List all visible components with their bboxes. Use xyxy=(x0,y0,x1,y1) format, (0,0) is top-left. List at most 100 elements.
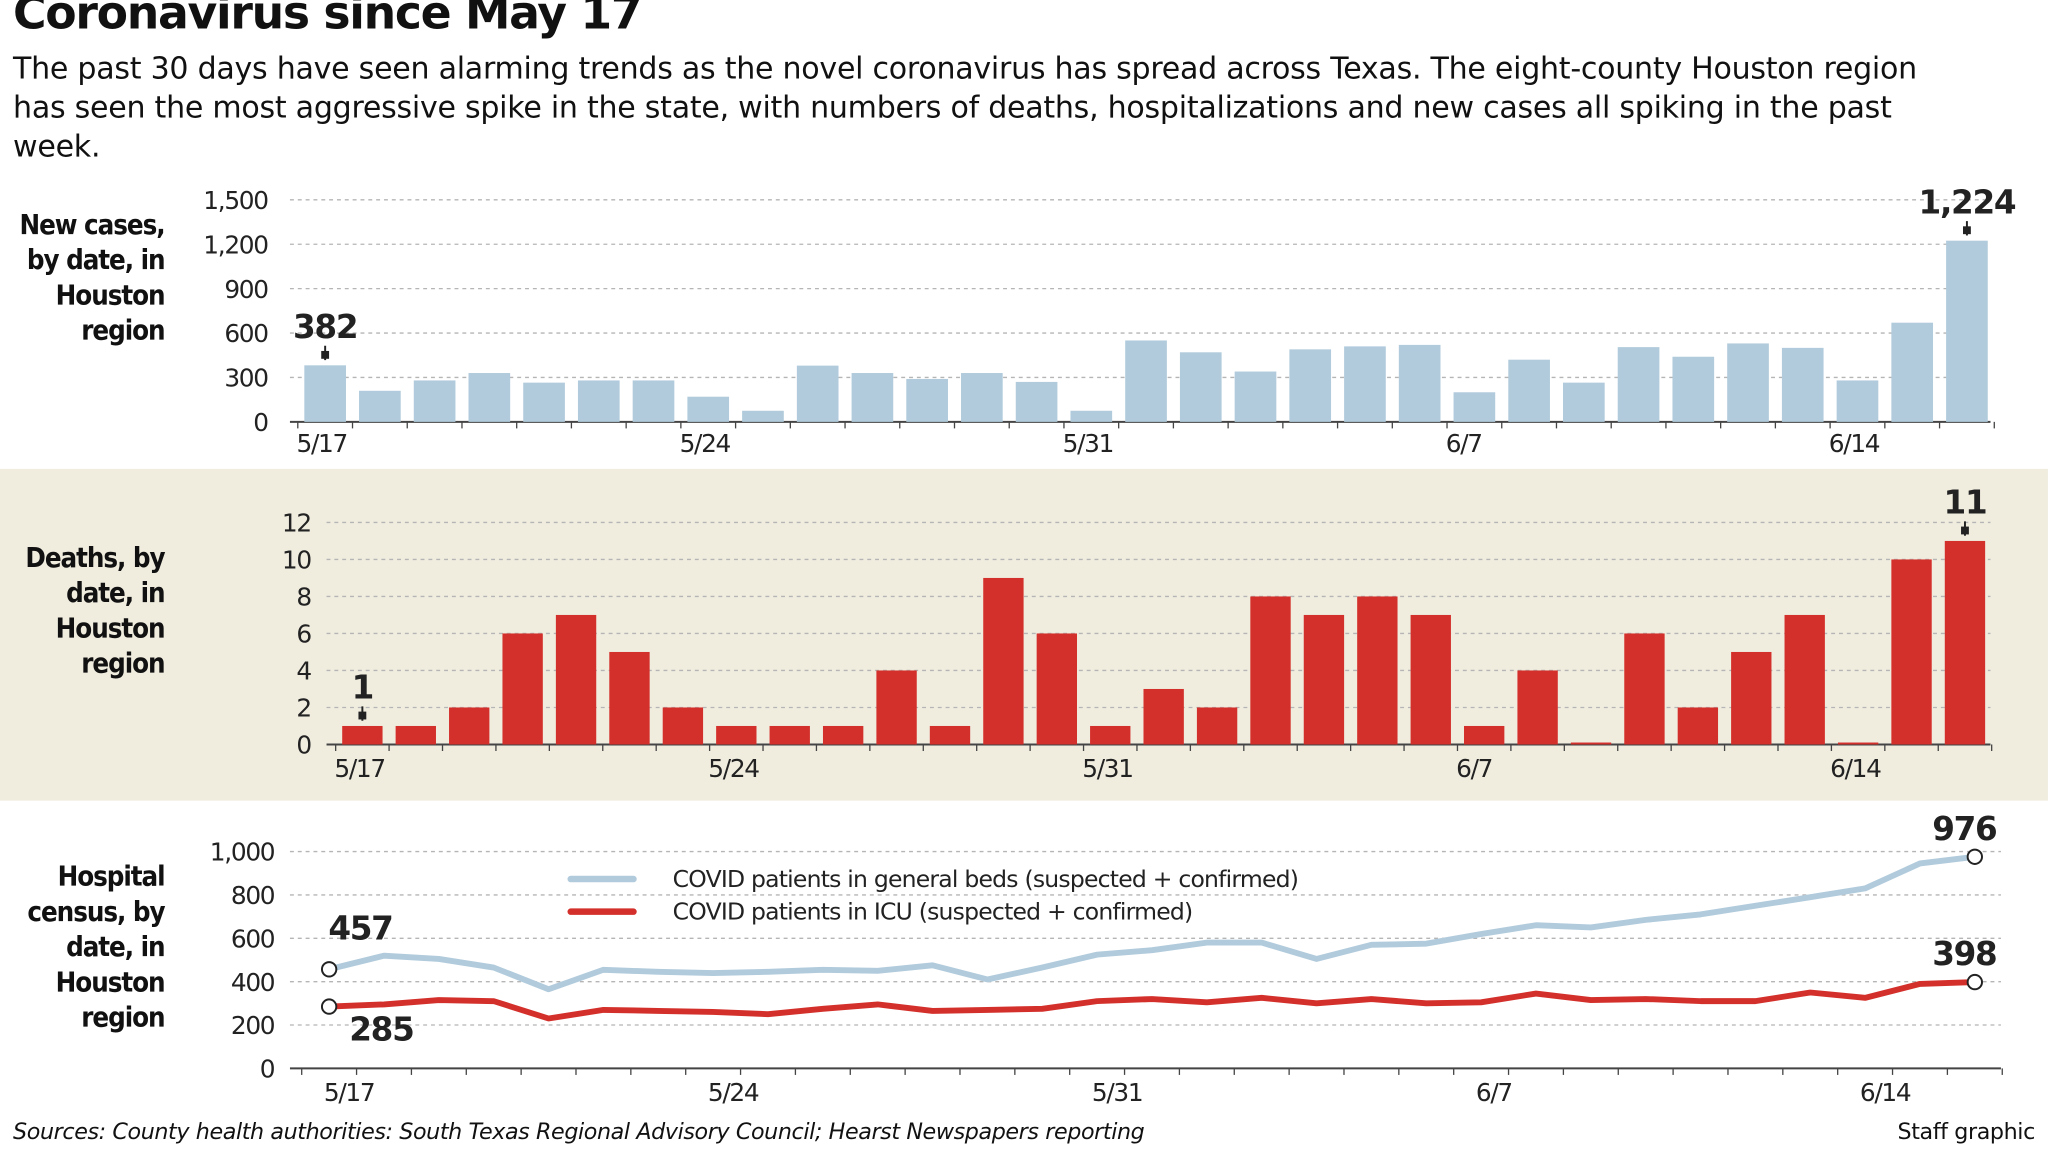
deaths-bar xyxy=(1303,614,1345,745)
cases-callout-value: 382 xyxy=(293,308,357,346)
census-y-tick-label: 200 xyxy=(231,1011,275,1040)
census-x-tick-label: 6/14 xyxy=(1860,1078,1911,1107)
deaths-bar xyxy=(1837,742,1879,745)
deaths-bar xyxy=(1891,559,1932,745)
deaths-bar xyxy=(769,725,810,745)
cases-bar xyxy=(468,373,511,422)
deaths-y-tick-label: 0 xyxy=(296,731,311,760)
cases-bar xyxy=(796,365,839,422)
deaths-bar xyxy=(1677,707,1719,745)
census-y-tick-label: 800 xyxy=(231,881,275,910)
deaths-bar xyxy=(1784,614,1825,745)
cases-y-tick-label: 900 xyxy=(224,275,268,304)
cases-bar xyxy=(632,380,675,422)
deaths-bar xyxy=(876,670,917,745)
cases-y-tick-label: 0 xyxy=(253,408,268,437)
cases-bar xyxy=(1672,356,1715,422)
cases-bar xyxy=(1781,347,1824,422)
census-x-tick-label: 5/31 xyxy=(1092,1078,1142,1107)
cases-y-tick-label: 1,200 xyxy=(203,230,268,259)
census-callout-value: 457 xyxy=(328,909,392,947)
deaths-y-tick-label: 8 xyxy=(296,583,311,612)
census-x-tick-label: 5/24 xyxy=(708,1078,759,1107)
deaths-bar xyxy=(1731,651,1772,745)
census-endpoint-marker xyxy=(1966,848,1983,865)
cases-callout-marker xyxy=(1963,226,1971,235)
deaths-bar xyxy=(449,707,490,745)
census-line-chart: 0 200 400 600 800 1,000 5/17 5/24 5/31 6/7 6/14 457… xyxy=(210,810,2003,1107)
deaths-bar xyxy=(1143,688,1184,745)
cases-bar xyxy=(1836,380,1879,422)
deaths-bar xyxy=(662,707,704,745)
deaths-bar xyxy=(1624,633,1665,745)
census-x-tick-label: 6/7 xyxy=(1476,1078,1512,1107)
cases-bar xyxy=(1891,322,1934,422)
census-endpoint-marker xyxy=(1966,973,1983,991)
deaths-bar xyxy=(1517,670,1558,745)
cases-x-tick-label: 6/7 xyxy=(1446,429,1482,458)
deaths-callout-marker xyxy=(358,711,367,720)
deaths-bar xyxy=(609,651,650,745)
census-callout-value: 398 xyxy=(1932,935,1996,973)
cases-x-tick-label: 5/31 xyxy=(1063,429,1113,458)
cases-bar xyxy=(1344,346,1386,422)
cases-bar xyxy=(1289,349,1332,422)
cases-bar xyxy=(523,382,565,422)
deaths-x-tick-label: 6/7 xyxy=(1456,754,1492,783)
cases-x-tick-label: 5/24 xyxy=(680,429,731,458)
cases-y-tick-label: 1,500 xyxy=(203,186,268,215)
census-y-tick-label: 600 xyxy=(231,924,275,953)
cases-y-tick-label: 300 xyxy=(224,364,268,393)
staff-credit: Staff graphic xyxy=(1897,1119,2036,1146)
deaths-bar xyxy=(929,725,971,745)
chart-title: Coronavirus since May 17 xyxy=(13,0,643,41)
cases-bar xyxy=(687,396,730,422)
cases-bar xyxy=(1727,343,1769,422)
census-endpoint-marker xyxy=(320,961,338,978)
deaths-x-tick-label: 5/31 xyxy=(1082,754,1132,783)
cases-panel-label: New cases, by date, in Houston region xyxy=(19,208,165,347)
census-callout-value: 976 xyxy=(1932,810,1996,848)
cases-bar xyxy=(851,373,894,422)
cases-bar xyxy=(413,380,456,422)
deaths-bar xyxy=(555,614,597,745)
cases-bar xyxy=(1563,382,1605,422)
deaths-x-tick-label: 5/17 xyxy=(334,754,384,783)
census-callout-value: 285 xyxy=(349,1011,413,1049)
census-legend-label: COVID patients in ICU (suspected + confi… xyxy=(673,897,1193,925)
census-y-tick-label: 1,000 xyxy=(210,838,275,867)
deaths-bar xyxy=(1410,614,1451,745)
cases-callout-marker xyxy=(321,350,330,359)
cases-bar xyxy=(1070,410,1113,422)
census-y-tick-label: 0 xyxy=(260,1055,275,1084)
cases-bar xyxy=(1508,359,1550,422)
cases-bar xyxy=(1946,240,1988,422)
census-general-line xyxy=(328,853,1976,993)
deaths-callout-value: 1 xyxy=(352,669,373,707)
deaths-bar xyxy=(1464,725,1505,745)
deaths-bar xyxy=(1090,725,1131,745)
deaths-bar xyxy=(1196,707,1238,745)
deaths-callout-value: 11 xyxy=(1944,484,1987,522)
cases-bar xyxy=(742,410,784,422)
deaths-y-tick-label: 2 xyxy=(296,694,310,723)
intro-text: The past 30 days have seen alarming tren… xyxy=(13,52,1917,165)
cases-bar xyxy=(1179,352,1222,422)
deaths-x-tick-label: 5/24 xyxy=(708,754,759,783)
cases-bar xyxy=(1617,347,1660,422)
deaths-y-tick-label: 10 xyxy=(282,546,311,575)
cases-y-tick-label: 600 xyxy=(224,319,268,348)
cases-bar xyxy=(1398,344,1441,422)
cases-bar xyxy=(359,390,401,422)
sources-note: Sources: County health authorities: Sout… xyxy=(13,1119,1145,1146)
cases-bar xyxy=(1015,381,1058,422)
deaths-bar xyxy=(716,725,757,745)
cases-bar xyxy=(1234,371,1277,422)
deaths-bar xyxy=(1570,742,1612,745)
deaths-y-tick-label: 4 xyxy=(296,657,311,686)
deaths-bar xyxy=(502,633,543,745)
deaths-bar xyxy=(395,725,436,745)
deaths-bar xyxy=(1357,596,1398,745)
